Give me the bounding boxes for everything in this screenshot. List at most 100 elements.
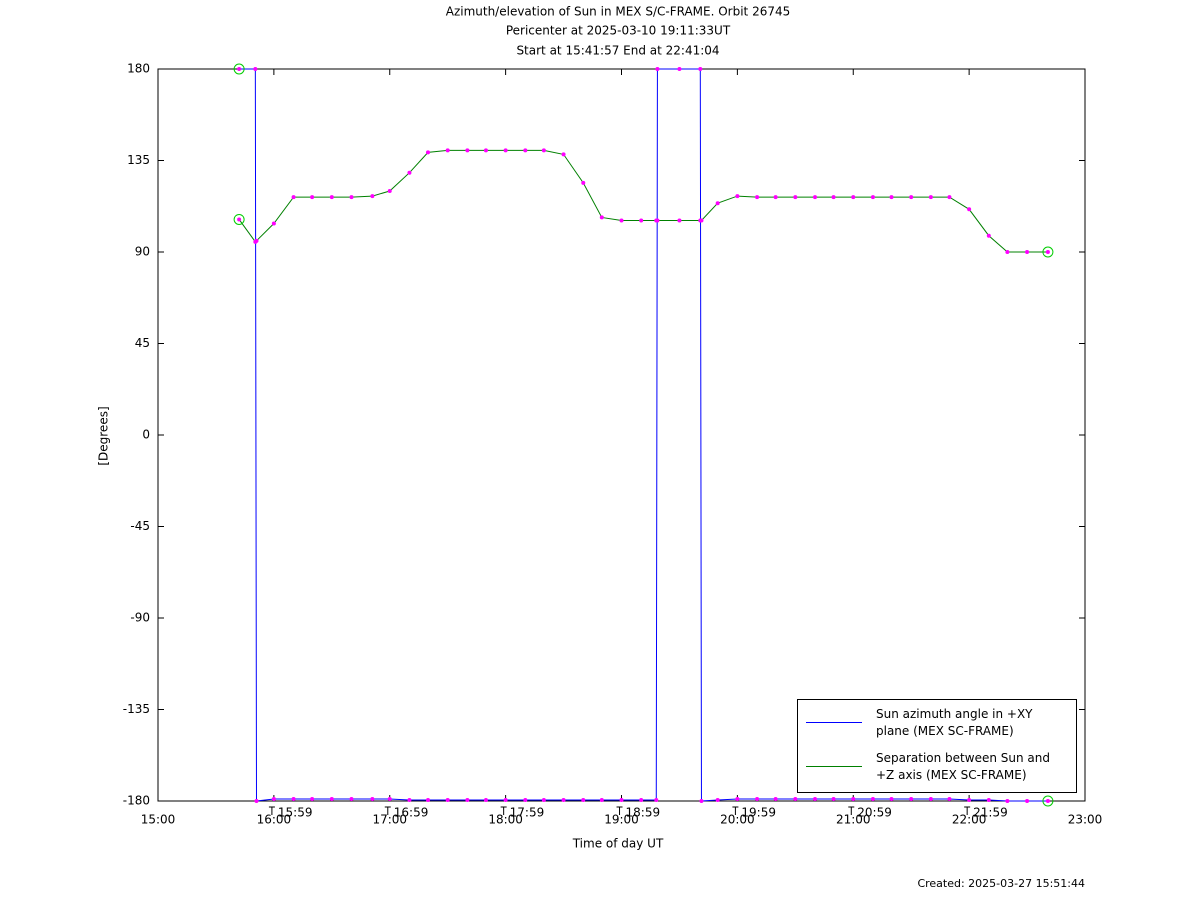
y-tick-label: 90 bbox=[135, 245, 150, 259]
time-mark-label: 16:59 bbox=[394, 806, 429, 820]
point-marker bbox=[253, 67, 258, 71]
point-marker bbox=[1025, 250, 1030, 254]
point-marker bbox=[407, 170, 412, 175]
point-marker bbox=[465, 148, 470, 153]
point-marker bbox=[909, 796, 914, 801]
point-marker bbox=[561, 152, 566, 157]
point-marker bbox=[813, 195, 818, 200]
chart-subtitle: Start at 15:41:57 End at 22:41:04 bbox=[516, 44, 719, 58]
point-marker bbox=[831, 796, 836, 801]
point-marker bbox=[889, 195, 894, 200]
point-marker bbox=[677, 67, 682, 71]
legend-swatch bbox=[806, 766, 862, 767]
legend-entry: Separation between Sun and +Z axis (MEX … bbox=[806, 750, 1071, 784]
point-marker bbox=[699, 218, 704, 223]
point-marker bbox=[928, 195, 933, 200]
x-tick-label: 23:00 bbox=[1068, 813, 1103, 827]
point-marker bbox=[387, 796, 392, 801]
point-marker bbox=[425, 797, 430, 802]
point-marker bbox=[503, 797, 508, 802]
plot-frame bbox=[157, 68, 1086, 802]
end-marker bbox=[233, 63, 245, 75]
point-marker bbox=[541, 797, 546, 802]
x-tick-label: 16:00 bbox=[257, 813, 292, 827]
y-tick-label: 45 bbox=[135, 336, 150, 350]
point-marker bbox=[271, 221, 276, 226]
point-marker bbox=[310, 195, 315, 200]
x-tick-label: 21:00 bbox=[836, 813, 871, 827]
y-tick-label: -45 bbox=[130, 519, 150, 533]
point-marker bbox=[370, 194, 375, 199]
x-tick-label: 22:00 bbox=[952, 813, 987, 827]
legend-swatch bbox=[806, 722, 862, 723]
legend-label: Sun azimuth angle in +XY plane (MEX SC-F… bbox=[876, 707, 1033, 738]
series-line bbox=[238, 149, 1048, 253]
point-marker bbox=[699, 799, 704, 803]
chart-title: Azimuth/elevation of Sun in MEX S/C-FRAM… bbox=[446, 5, 791, 19]
point-marker bbox=[1005, 250, 1010, 254]
y-axis-label: [Degrees] bbox=[97, 406, 111, 465]
point-marker bbox=[619, 218, 624, 223]
point-marker bbox=[291, 796, 296, 801]
point-marker bbox=[387, 189, 392, 193]
point-marker bbox=[445, 148, 450, 153]
point-marker bbox=[619, 797, 624, 802]
x-tick-label: 20:00 bbox=[720, 813, 755, 827]
point-marker bbox=[370, 796, 375, 801]
point-marker bbox=[813, 796, 818, 801]
point-marker bbox=[851, 796, 856, 801]
point-marker bbox=[329, 195, 334, 200]
point-marker bbox=[599, 215, 604, 220]
point-marker bbox=[831, 195, 836, 200]
point-marker bbox=[870, 195, 875, 200]
legend-entry: Sun azimuth angle in +XY plane (MEX SC-F… bbox=[806, 706, 1071, 740]
point-marker bbox=[967, 207, 972, 212]
point-marker bbox=[655, 218, 660, 223]
point-marker bbox=[928, 796, 933, 801]
point-marker bbox=[483, 148, 488, 153]
x-tick-label: 15:00 bbox=[141, 813, 176, 827]
y-tick-label: 135 bbox=[127, 153, 150, 167]
point-marker bbox=[599, 797, 604, 802]
point-marker bbox=[889, 796, 894, 801]
point-marker bbox=[561, 797, 566, 802]
y-tick-label: -135 bbox=[123, 702, 150, 716]
point-marker bbox=[503, 148, 508, 153]
point-marker bbox=[986, 797, 991, 802]
end-marker bbox=[1042, 246, 1054, 258]
point-marker bbox=[967, 797, 972, 802]
legend-label: Separation between Sun and +Z axis (MEX … bbox=[876, 751, 1050, 782]
point-marker bbox=[793, 195, 798, 200]
point-marker bbox=[639, 218, 644, 223]
point-marker bbox=[329, 796, 334, 801]
point-marker bbox=[715, 201, 720, 206]
chart-subtitle: Pericenter at 2025-03-10 19:11:33UT bbox=[506, 24, 731, 38]
point-marker bbox=[1005, 799, 1010, 803]
point-marker bbox=[715, 797, 720, 802]
point-marker bbox=[735, 194, 740, 199]
point-marker bbox=[1045, 799, 1050, 803]
point-marker bbox=[773, 796, 778, 801]
point-marker bbox=[755, 195, 760, 200]
point-marker bbox=[773, 195, 778, 200]
point-marker bbox=[947, 195, 952, 200]
point-marker bbox=[947, 796, 952, 801]
end-marker bbox=[233, 213, 245, 225]
point-marker bbox=[581, 797, 586, 802]
x-tick-label: 19:00 bbox=[604, 813, 639, 827]
time-mark-label: 20:59 bbox=[857, 806, 892, 820]
x-tick-label: 18:00 bbox=[488, 813, 523, 827]
point-marker bbox=[237, 67, 242, 71]
time-mark-label: 17:59 bbox=[510, 806, 545, 820]
time-mark-label: 15:59 bbox=[278, 806, 313, 820]
point-marker bbox=[698, 67, 703, 71]
y-tick-label: -180 bbox=[123, 794, 150, 808]
point-marker bbox=[291, 195, 296, 200]
end-marker bbox=[1042, 795, 1054, 807]
point-marker bbox=[254, 799, 259, 803]
point-marker bbox=[735, 796, 740, 801]
point-marker bbox=[523, 797, 528, 802]
series-line bbox=[239, 68, 1048, 802]
